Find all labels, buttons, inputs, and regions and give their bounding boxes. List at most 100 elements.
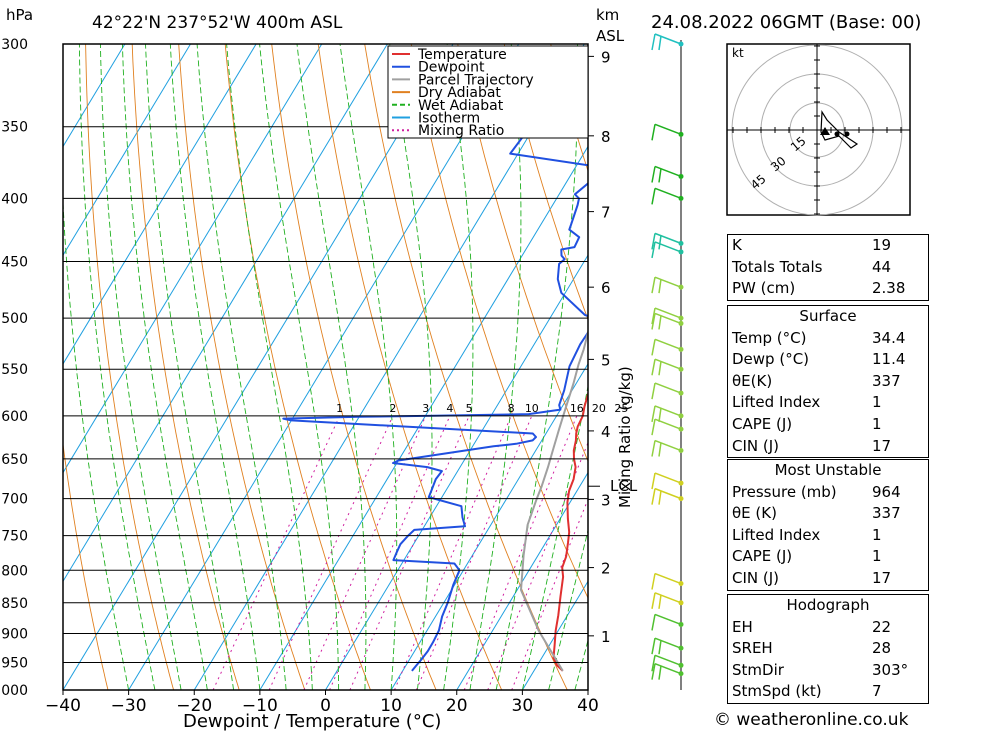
surface-value: 11.4 (872, 350, 906, 369)
surface-value: 1 (872, 414, 882, 433)
x-tick-label: 40 (577, 696, 599, 716)
indices-table: K 19 Totals Totals 44 PW (cm) 2.38 (727, 234, 929, 301)
wind-barb-feather (651, 166, 656, 183)
mixing-ratio-label: 4 (446, 402, 453, 415)
isotherm-line (63, 44, 388, 583)
wind-barb-feather (651, 440, 656, 457)
most-unstable-value: 17 (872, 568, 892, 587)
surface-label: Dewp (°C) (732, 350, 810, 369)
wind-barb-staff (654, 241, 682, 253)
wind-barb-feather (651, 241, 656, 259)
wind-barb (651, 312, 684, 330)
most-unstable-row: CIN (J) 17 (728, 568, 928, 590)
legend-box (387, 45, 589, 139)
wet-adiabat-line (121, 44, 208, 690)
legend-label: Dewpoint (418, 60, 485, 76)
surface-label: CAPE (J) (732, 414, 793, 433)
wind-barb-feather (651, 663, 656, 680)
wind-barb (651, 123, 684, 141)
wind-barb (651, 382, 684, 400)
datetime-label: 24.08.2022 06GMT (Base: 00) (651, 12, 921, 33)
indices-value: 2.38 (872, 279, 906, 298)
isotherm-line (193, 44, 585, 690)
pressure-tick-label: 650 (1, 452, 28, 468)
hodograph-table-label: StmDir (732, 660, 784, 679)
wind-barb-staff (654, 613, 682, 626)
km-tick-label: 1 (601, 628, 611, 646)
indices-label: K (732, 236, 742, 254)
surface-row: CIN (J) 17 (728, 436, 928, 458)
most-unstable-value: 1 (872, 525, 882, 544)
wind-barb-feather (658, 315, 662, 330)
hodograph-point (834, 131, 840, 137)
wind-barb-feather (651, 233, 656, 250)
most-unstable-label: θE (K) (732, 504, 777, 523)
pressure-tick-label: 1000 (0, 683, 28, 699)
wind-barb-feather (651, 573, 656, 590)
wind-barb-feather (651, 419, 656, 436)
location-title: 42°22'N 237°52'W 400m ASL (92, 13, 343, 33)
indices-label: Totals Totals (732, 257, 823, 276)
copyright-link[interactable]: © weatheronline.co.uk (714, 710, 909, 730)
wind-barb-staff (654, 472, 682, 484)
axes: 3003504004505005506006507007508008509009… (0, 37, 638, 716)
wind-barb-staff (654, 418, 682, 430)
wind-barb (651, 405, 684, 423)
isotherm-line (63, 44, 257, 365)
isotherm-line (325, 254, 588, 690)
mixing-ratio-label: 8 (508, 402, 515, 415)
wind-barb (651, 613, 684, 631)
wind-barb-feather (651, 307, 656, 325)
wind-barb-feather (651, 655, 656, 672)
wind-barb-feather (651, 638, 656, 655)
lcl-label: LCL (610, 477, 638, 495)
hodograph-table-row: EH 22 (728, 617, 928, 639)
mixing-ratio-label: 16 (570, 402, 584, 415)
x-tick-label: 30 (512, 696, 534, 716)
surface-row: Temp (°C) 34.4 (728, 328, 928, 350)
background-lines (63, 44, 588, 690)
wind-barb (651, 241, 684, 259)
isotherm-line (63, 44, 191, 257)
mixing-ratio-line (394, 415, 512, 690)
surface-value: 17 (872, 436, 892, 455)
surface-row: θE(K) 337 (728, 371, 928, 393)
wind-barb-feather (651, 188, 656, 205)
wet-adiabat-line (469, 44, 522, 690)
mixing-ratio-label: 1 (336, 402, 343, 415)
indices-label: PW (cm) (732, 279, 796, 298)
indices-row: Totals Totals 44 (728, 257, 928, 279)
km-tick-label: 2 (601, 560, 611, 578)
pressure-tick-label: 700 (1, 492, 28, 508)
pressure-tick-label: 550 (1, 362, 28, 378)
most-unstable-title: Most Unstable (774, 461, 882, 479)
mixing-ratio-label: 5 (466, 402, 473, 415)
wind-barb-feather (658, 361, 662, 376)
mixing-ratio-label: 2 (389, 402, 396, 415)
dry-adiabat-line (503, 44, 588, 321)
surface-row: Lifted Index 1 (728, 392, 928, 414)
wind-barb (651, 654, 684, 672)
legend-label: Mixing Ratio (418, 123, 504, 139)
pressure-tick-label: 900 (1, 626, 28, 642)
most-unstable-label: Lifted Index (732, 525, 821, 544)
dry-adiabat-line (224, 44, 371, 690)
surface-label: Lifted Index (732, 393, 821, 412)
wind-barb (651, 232, 684, 250)
pressure-tick-label: 800 (1, 563, 28, 579)
hodograph-table-value: 22 (872, 617, 892, 636)
wet-adiabat-line (63, 194, 130, 690)
legend-label: Temperature (417, 47, 507, 63)
dry-adiabat-line (131, 44, 240, 690)
wind-barb (651, 572, 684, 590)
dry-adiabat-line (63, 440, 109, 690)
hodograph-table-row: SREH 28 (728, 638, 928, 660)
isotherm-line (390, 362, 588, 690)
wind-barb-staff (654, 307, 682, 319)
x-tick-label: 20 (446, 696, 468, 716)
hodograph-table-value: 28 (872, 639, 892, 658)
mixing-ratio-label: 10 (525, 402, 539, 415)
mixing-ratio-label: 25 (614, 402, 628, 415)
mixing-ratio-axis-title: Mixing Ratio (g/kg) (616, 366, 634, 508)
